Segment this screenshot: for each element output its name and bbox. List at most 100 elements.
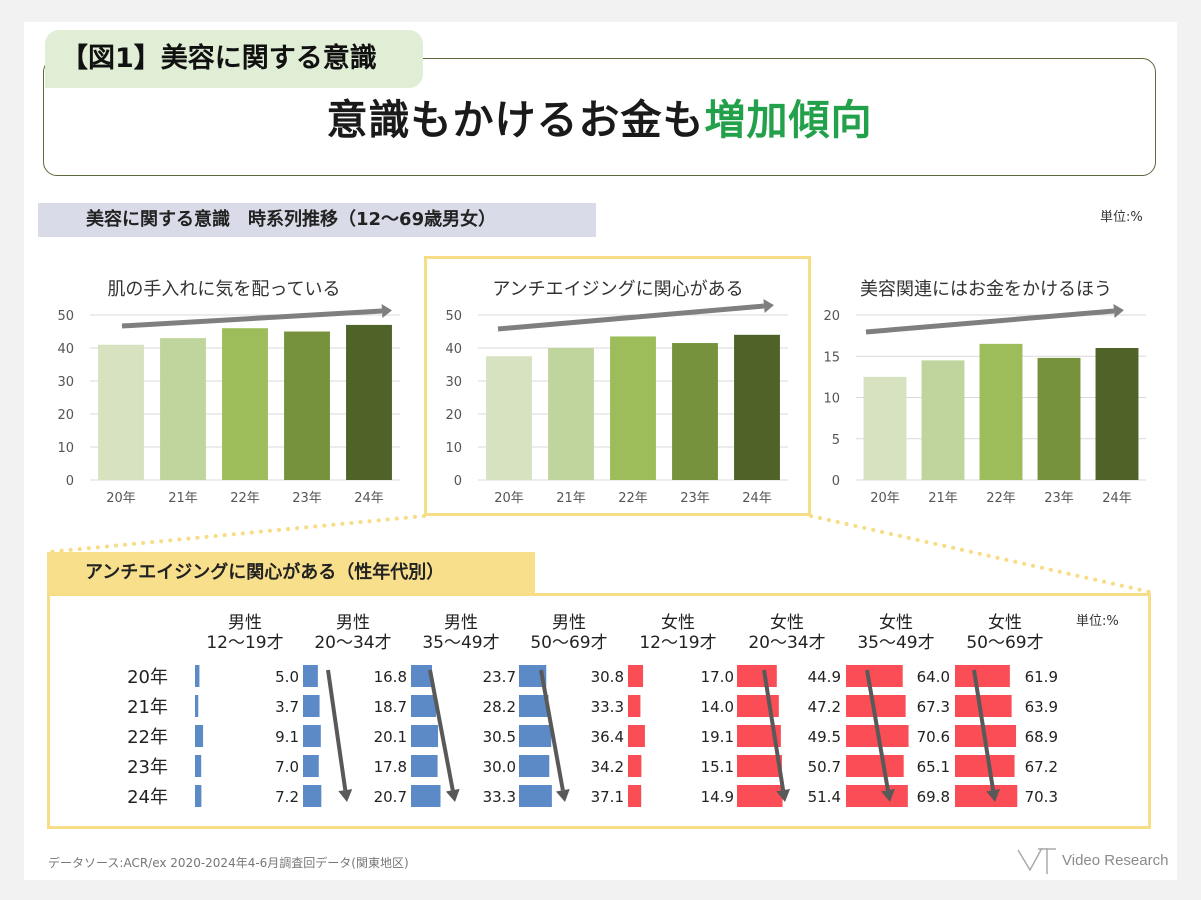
value-bar bbox=[628, 665, 644, 687]
value-label: 68.9 bbox=[1025, 728, 1058, 746]
footer-source: データソース:ACR/ex 2020-2024年4-6月調査回データ(関東地区) bbox=[48, 856, 409, 870]
x-tick-label: 20年 bbox=[494, 491, 524, 506]
detail-table-svg: 20年21年22年23年24年男性12～19才5.03.79.17.07.2男性… bbox=[127, 613, 1058, 808]
value-bar bbox=[846, 665, 903, 687]
value-label: 63.9 bbox=[1025, 698, 1058, 716]
value-bar bbox=[519, 725, 552, 747]
value-label: 23.7 bbox=[483, 668, 516, 686]
bar-20年 bbox=[486, 356, 532, 480]
value-label: 17.0 bbox=[701, 668, 734, 686]
y-tick-label: 5 bbox=[832, 433, 840, 448]
row-label: 22年 bbox=[127, 727, 168, 748]
y-tick-label: 50 bbox=[445, 309, 462, 324]
y-tick-label: 50 bbox=[57, 309, 74, 324]
value-label: 64.0 bbox=[917, 668, 950, 686]
row-label: 23年 bbox=[127, 757, 168, 778]
y-tick-label: 40 bbox=[445, 342, 462, 357]
section-title: 美容に関する意識 時系列推移（12～69歳男女） bbox=[38, 203, 596, 237]
value-bar bbox=[519, 785, 552, 807]
value-label: 9.1 bbox=[275, 728, 299, 746]
trend-arrow-line bbox=[762, 669, 786, 791]
x-tick-label: 21年 bbox=[928, 491, 958, 506]
value-label: 33.3 bbox=[591, 698, 624, 716]
x-tick-label: 22年 bbox=[230, 491, 260, 506]
chart-anti-aging-svg: 0 10 20 30 40 50 20年 21年 22年 23年 24年 bbox=[445, 299, 788, 506]
y-tick-label: 0 bbox=[832, 474, 840, 489]
trend-arrow-line bbox=[428, 669, 455, 791]
group-age-label: 50～69才 bbox=[966, 633, 1043, 653]
group-gender-label: 男性 bbox=[444, 613, 478, 633]
chart-title: アンチエイジングに関心がある bbox=[492, 279, 744, 300]
trend-arrow-line bbox=[865, 669, 890, 791]
x-tick-label: 24年 bbox=[354, 491, 384, 506]
group-gender-label: 女性 bbox=[879, 613, 913, 633]
value-bar bbox=[955, 695, 1012, 717]
value-label: 17.8 bbox=[374, 758, 407, 776]
group-age-label: 20～34才 bbox=[748, 633, 825, 653]
value-bar bbox=[519, 695, 549, 717]
value-bar bbox=[955, 665, 1010, 687]
value-bar bbox=[628, 785, 642, 807]
bar-23年 bbox=[1037, 357, 1081, 480]
value-label: 14.0 bbox=[701, 698, 734, 716]
value-label: 69.8 bbox=[917, 788, 950, 806]
chart-skin-care: 肌の手入れに気を配っている 0 10 20 30 40 50 20年 21年 22年 23年 24年 bbox=[40, 255, 408, 511]
detail-title: アンチエイジングに関心がある（性年代別） bbox=[47, 552, 535, 594]
y-tick-label: 10 bbox=[823, 392, 840, 407]
x-tick-label: 22年 bbox=[618, 491, 648, 506]
value-bar bbox=[737, 785, 783, 807]
x-tick-label: 24年 bbox=[1102, 491, 1132, 506]
group-gender-label: 男性 bbox=[228, 613, 262, 633]
value-label: 30.5 bbox=[483, 728, 516, 746]
value-bar bbox=[411, 695, 436, 717]
value-bar bbox=[195, 725, 204, 747]
value-bar bbox=[411, 785, 441, 807]
value-label: 14.9 bbox=[701, 788, 734, 806]
bar-22年 bbox=[222, 328, 268, 480]
row-label: 24年 bbox=[127, 787, 168, 808]
trend-arrow-head bbox=[763, 299, 774, 313]
detail-table-box: 20年 21年 22年 23年 24年 男性 12～19才 5.0 3.7 9.1 7.0 7.2 男性… bbox=[47, 593, 1151, 829]
bar-23年 bbox=[284, 331, 330, 480]
value-bar bbox=[846, 695, 906, 717]
x-tick-label: 20年 bbox=[870, 491, 900, 506]
value-bar bbox=[628, 725, 645, 747]
y-tick-label: 30 bbox=[57, 375, 74, 390]
value-label: 7.2 bbox=[275, 788, 299, 806]
value-label: 34.2 bbox=[591, 758, 624, 776]
row-label: 21年 bbox=[127, 697, 168, 718]
value-bar bbox=[846, 755, 904, 777]
y-tick-label: 10 bbox=[57, 441, 74, 456]
value-bar bbox=[737, 755, 782, 777]
group-age-label: 12～19才 bbox=[639, 633, 716, 653]
value-bar bbox=[628, 755, 642, 777]
group-age-label: 50～69才 bbox=[530, 633, 607, 653]
trend-arrow-line bbox=[972, 669, 996, 791]
headline-highlight: 増加傾向 bbox=[704, 96, 873, 144]
trend-arrow-head bbox=[555, 788, 570, 802]
value-label: 70.3 bbox=[1025, 788, 1058, 806]
group-gender-label: 男性 bbox=[336, 613, 370, 633]
value-bar bbox=[195, 695, 199, 717]
value-bar bbox=[303, 695, 320, 717]
y-tick-label: 10 bbox=[445, 441, 462, 456]
bar-22年 bbox=[610, 336, 656, 480]
value-bar bbox=[737, 665, 777, 687]
group-gender-label: 男性 bbox=[552, 613, 586, 633]
value-label: 67.3 bbox=[917, 698, 950, 716]
value-label: 5.0 bbox=[275, 668, 299, 686]
value-bar bbox=[519, 755, 550, 777]
headline: 意識もかけるお金も増加傾向 bbox=[43, 86, 1156, 146]
y-tick-label: 40 bbox=[57, 342, 74, 357]
value-bar bbox=[195, 755, 202, 777]
value-label: 47.2 bbox=[808, 698, 841, 716]
chart-skin-care-svg: 0 10 20 30 40 50 20年 21年 22年 23年 24年 bbox=[57, 304, 400, 506]
group-age-label: 12～19才 bbox=[206, 633, 283, 653]
group-gender-label: 女性 bbox=[988, 613, 1022, 633]
bar-24年 bbox=[1095, 348, 1139, 480]
chart-title: 肌の手入れに気を配っている bbox=[107, 279, 341, 300]
x-tick-label: 20年 bbox=[106, 491, 136, 506]
group-age-label: 35～49才 bbox=[857, 633, 934, 653]
value-label: 15.1 bbox=[701, 758, 734, 776]
trend-arrow-line bbox=[121, 308, 383, 329]
